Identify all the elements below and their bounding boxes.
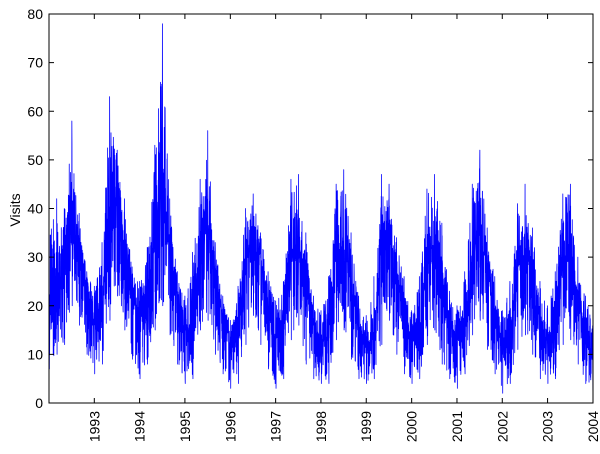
y-axis: 0 10 20 30 40 50 60 70 80 bbox=[27, 6, 593, 411]
y-tick-label: 40 bbox=[27, 201, 43, 217]
x-tick-label: 2001 bbox=[449, 411, 465, 442]
x-tick-label: 2000 bbox=[404, 411, 420, 442]
x-tick-label: 1998 bbox=[313, 411, 329, 442]
x-tick-label: 1993 bbox=[86, 411, 102, 442]
y-tick-label: 80 bbox=[27, 6, 43, 22]
x-axis: 1993 1994 1995 1996 1997 1998 1999 2000 2001 2002… bbox=[86, 14, 600, 442]
y-tick-label: 70 bbox=[27, 55, 43, 71]
y-tick-label: 50 bbox=[27, 152, 43, 168]
y-tick-label: 60 bbox=[27, 103, 43, 119]
y-tick-label: 20 bbox=[27, 298, 43, 314]
x-tick-label: 1994 bbox=[132, 411, 148, 442]
x-tick-label: 1995 bbox=[177, 411, 193, 442]
y-tick-label: 30 bbox=[27, 249, 43, 265]
x-tick-label: 1996 bbox=[222, 411, 238, 442]
y-tick-label: 0 bbox=[35, 395, 43, 411]
series-layer bbox=[48, 23, 594, 399]
x-tick-label: 2004 bbox=[585, 411, 600, 442]
x-tick-label: 2003 bbox=[540, 411, 556, 442]
x-tick-label: 1999 bbox=[358, 411, 374, 442]
y-axis-label: Visits bbox=[7, 193, 23, 226]
x-tick-label: 2002 bbox=[494, 411, 510, 442]
x-tick-label: 1997 bbox=[268, 411, 284, 442]
y-tick-label: 10 bbox=[27, 346, 43, 362]
series-line-visits bbox=[48, 23, 594, 399]
